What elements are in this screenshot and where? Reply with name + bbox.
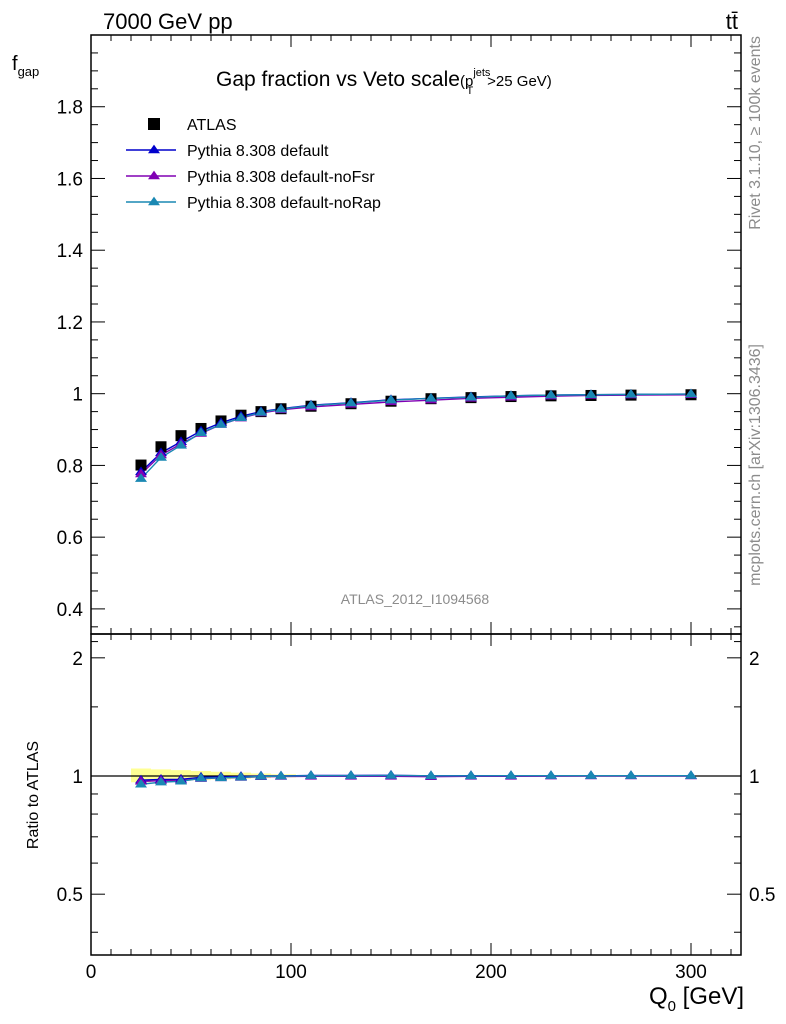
ratio-series-3-point	[135, 778, 147, 788]
ratio-y-tick-label-right: 1	[749, 767, 760, 788]
series-3-point	[505, 390, 517, 400]
legend-label-1: Pythia 8.308 default	[187, 143, 329, 160]
series-3-point	[685, 388, 697, 398]
y-tick-label: 1.8	[57, 98, 83, 119]
ratio-series-3-point	[215, 772, 227, 782]
main-panel: 0.4 0.6 0.8 1 1.2 1.4 1.6 1.8	[57, 34, 742, 955]
legend-marker-1	[148, 144, 160, 154]
series-line-1	[140, 393, 692, 473]
ratio-series-3-point	[685, 770, 697, 779]
mcplots-label: mcplots.cern.ch [arXiv:1306.3436]	[747, 344, 764, 586]
chart-title: Gap fraction vs Veto scale(pjets T>25 GeV…	[216, 67, 552, 97]
ratio-series-3-point	[385, 770, 397, 779]
ratio-series-3-point	[235, 771, 247, 781]
ratio-series-3-point	[345, 770, 357, 779]
series-3-point	[195, 427, 207, 437]
series-line-3	[140, 393, 692, 480]
legend-marker-3	[148, 196, 160, 206]
series-3-point	[275, 403, 287, 413]
ratio-series-3-point	[175, 775, 187, 785]
y-tick-label: 1.2	[57, 313, 83, 334]
x-tick-label: 200	[475, 962, 507, 983]
series-3-point	[465, 391, 477, 401]
ratio-y-tick-label-right: 0.5	[749, 885, 775, 906]
series-line-2	[140, 394, 692, 475]
ratio-series-3-point	[505, 770, 517, 779]
analysis-tag: ATLAS_2012_I1094568	[341, 591, 490, 607]
series-3-point	[545, 389, 557, 399]
series-3-point	[305, 400, 317, 409]
ratio-uncertainty-band	[131, 768, 741, 783]
series-3-point	[585, 389, 597, 398]
x-tick-label: 100	[275, 962, 307, 983]
x-tick-label: 0	[86, 962, 97, 983]
series-3-point	[345, 397, 357, 407]
x-axis-label: Q0 [GeV]	[649, 983, 744, 1015]
ratio-y-axis-label: Ratio to ATLAS	[25, 741, 42, 849]
series-3-point	[155, 452, 167, 461]
series-3-point	[385, 394, 397, 404]
ratio-y-tick-label: 1	[72, 767, 83, 788]
data-point	[135, 459, 147, 471]
y-tick-label: 1.6	[57, 169, 83, 190]
ratio-series-3-point	[545, 770, 557, 779]
ratio-series-3-point	[275, 770, 287, 780]
y-axis-label: fgap	[12, 53, 39, 79]
ratio-series-3-point	[155, 776, 167, 786]
ratio-series-3-point	[195, 772, 207, 782]
y-tick-label: 0.6	[57, 528, 83, 549]
series-3-point	[625, 389, 637, 398]
ratio-series-3-point	[305, 770, 317, 779]
ratio-series-3-point	[425, 770, 437, 780]
ratio-y-tick-label: 0.5	[57, 885, 83, 906]
process-label: tt̄	[726, 9, 738, 34]
data-point	[155, 441, 167, 453]
y-tick-label: 1.4	[57, 241, 84, 262]
legend-label-3: Pythia 8.308 default-noRap	[187, 195, 381, 212]
x-tick-label: 300	[675, 962, 707, 983]
legend-marker-data	[148, 118, 160, 130]
series-3-point	[235, 412, 247, 421]
ratio-y-tick-label: 2	[72, 649, 83, 670]
ratio-panel: 0 100 200 300 0.5 0.5 1 1 2 2	[57, 633, 775, 983]
ratio-frame	[90, 633, 742, 956]
legend: ATLAS Pythia 8.308 default Pythia 8.308 de…	[126, 117, 381, 212]
series-3-point	[135, 473, 147, 482]
series-2-point	[135, 468, 147, 478]
y-tick-label: 0.4	[57, 600, 84, 621]
ratio-y-tick-label-right: 2	[749, 649, 760, 670]
y-tick-label: 1	[72, 385, 83, 406]
legend-label-2: Pythia 8.308 default-noFsr	[187, 169, 375, 186]
series-3-point	[255, 406, 267, 416]
data-point	[175, 430, 187, 442]
legend-marker-2	[148, 170, 160, 180]
series-3-point	[215, 419, 227, 428]
ratio-series-3-point	[465, 770, 477, 780]
ratio-series-3-point	[255, 770, 267, 780]
ratio-series-3-point	[625, 770, 637, 779]
y-tick-label: 0.8	[57, 456, 83, 477]
ratio-series-3-point	[585, 770, 597, 779]
energy-label: 7000 GeV pp	[103, 9, 233, 34]
series-3-point	[175, 439, 187, 449]
series-3-point	[425, 392, 437, 402]
rivet-label: Rivet 3.1.10, ≥ 100k events	[747, 36, 764, 230]
legend-label-data: ATLAS	[187, 117, 237, 134]
